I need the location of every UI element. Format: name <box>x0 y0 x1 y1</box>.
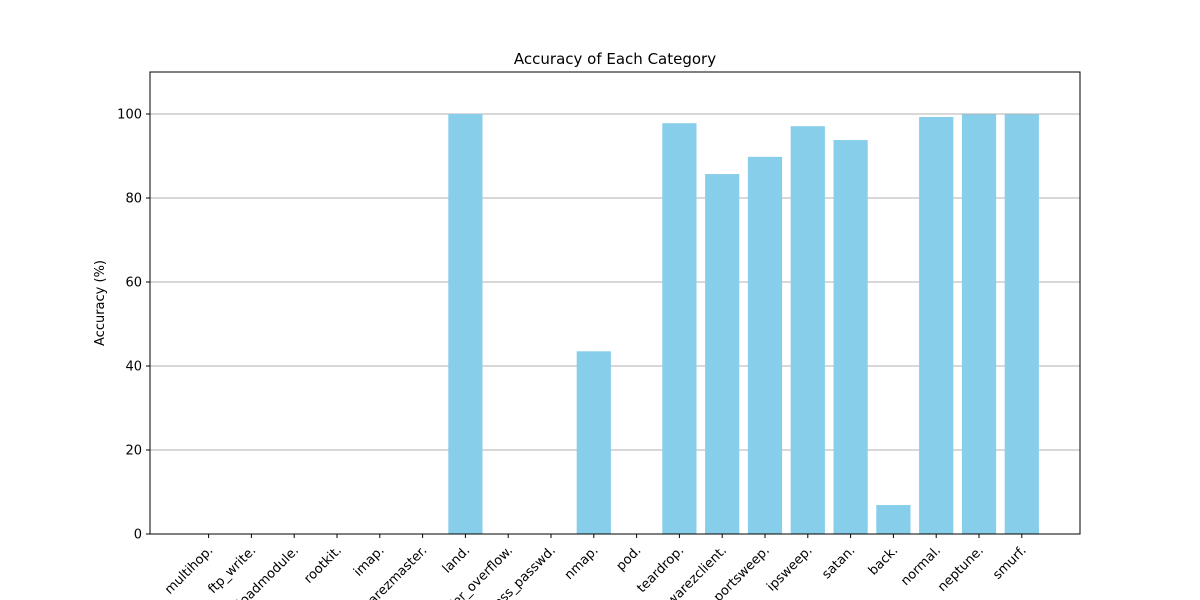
bar <box>790 126 825 535</box>
bar <box>576 351 611 534</box>
y-tick-label: 80 <box>125 192 142 207</box>
x-tick-label: imap. <box>351 543 388 580</box>
bar <box>1004 114 1039 535</box>
bar <box>961 114 997 535</box>
y-axis-ticks: 0 20 40 60 80 100 <box>117 108 150 543</box>
bar <box>876 505 911 534</box>
y-tick-label: 60 <box>125 276 142 291</box>
plot-frame <box>149 71 1081 535</box>
x-tick-label: satan. <box>819 543 858 582</box>
bar <box>747 156 783 534</box>
bar <box>662 123 697 535</box>
y-tick-label: 0 <box>134 528 142 543</box>
x-tick-label: rootkit. <box>301 543 344 586</box>
bar <box>705 174 740 534</box>
x-tick-label: ipsweep. <box>764 543 815 594</box>
x-tick-label: land. <box>440 543 473 576</box>
y-tick-label: 100 <box>117 108 142 123</box>
x-axis-ticks: multihop.ftp_write.loadmodule. rootkit. im… <box>162 534 1030 600</box>
x-tick-label: neptune. <box>935 543 987 595</box>
x-tick-label: back. <box>866 543 901 578</box>
y-tick-label: 20 <box>125 444 142 459</box>
y-tick-label: 40 <box>125 360 142 375</box>
bar <box>448 114 483 534</box>
bar <box>833 140 868 535</box>
x-tick-label: smurf. <box>990 543 1029 582</box>
x-tick-label: nmap. <box>562 543 602 583</box>
bar <box>919 116 954 534</box>
y-axis-label: Accuracy (%) <box>93 260 108 346</box>
x-tick-label: pod. <box>614 543 645 574</box>
bars <box>448 114 1039 535</box>
chart-title: Accuracy of Each Category <box>514 50 716 68</box>
